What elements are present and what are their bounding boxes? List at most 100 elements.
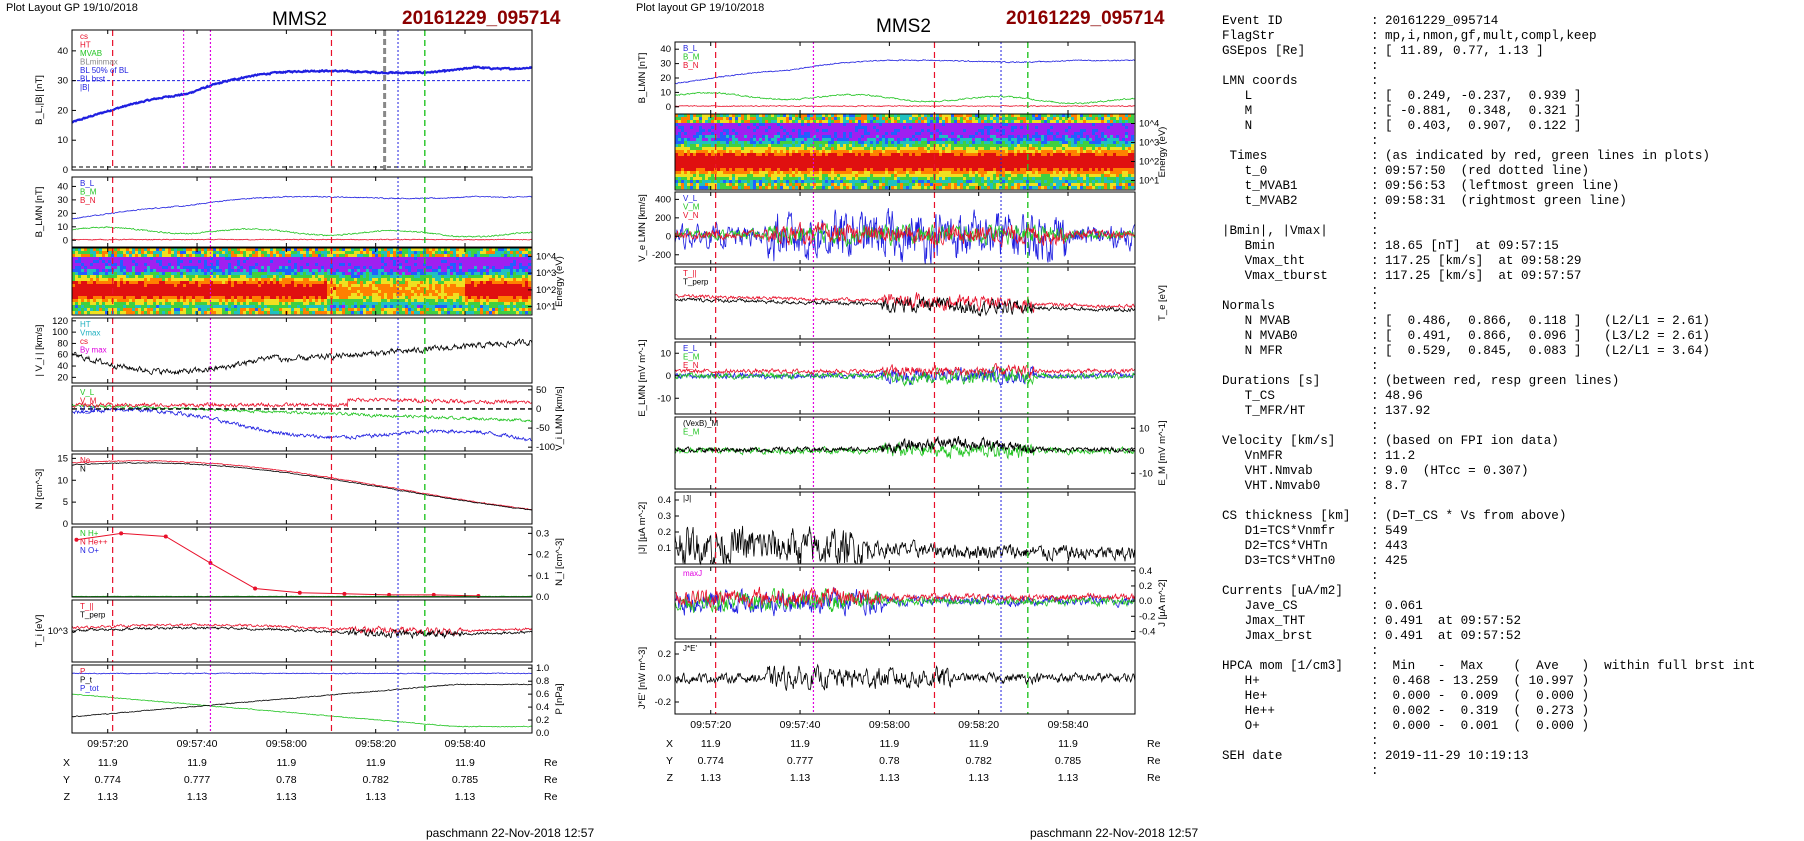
spectrogram-cell	[696, 162, 700, 166]
spectrogram-cell	[777, 156, 781, 160]
spectrogram-cell	[357, 299, 361, 303]
spectrogram-cell	[138, 311, 142, 315]
spectrogram-cell	[345, 311, 349, 315]
spectrogram-cell	[771, 117, 775, 121]
spectrogram-cell	[201, 290, 205, 294]
spectrogram-cell	[159, 299, 163, 303]
spectrogram-cell	[444, 284, 448, 288]
spectrogram-cell	[366, 278, 370, 282]
spectrogram-cell	[162, 278, 166, 282]
spectrogram-cell	[207, 254, 211, 258]
spectrogram-cell	[351, 263, 355, 267]
spectrogram-cell	[123, 311, 127, 315]
spectrogram-cell	[279, 254, 283, 258]
y-tick-label: 20	[57, 105, 68, 116]
spectrogram-cell	[87, 263, 91, 267]
spectrogram-cell	[771, 120, 775, 124]
spectrogram-cell	[438, 269, 442, 273]
spectrogram-cell	[780, 168, 784, 172]
spectrogram-cell	[399, 287, 403, 291]
spectrogram-cell	[681, 183, 685, 187]
spectrogram-cell	[744, 126, 748, 130]
spectrogram-cell	[357, 281, 361, 285]
spectrogram-cell	[711, 174, 715, 178]
spectrogram-cell	[783, 129, 787, 133]
spectrogram-cell	[171, 305, 175, 309]
spectrogram-cell	[300, 299, 304, 303]
spectrogram-cell	[675, 147, 679, 151]
spectrogram-cell	[507, 311, 511, 315]
spectrogram-cell	[717, 129, 721, 133]
spectrogram-cell	[798, 177, 802, 181]
spectrogram-cell	[462, 263, 466, 267]
spectrogram-cell	[120, 296, 124, 300]
spectrogram-cell	[252, 287, 256, 291]
spectrogram-cell	[189, 302, 193, 306]
spectrogram-cell	[681, 186, 685, 190]
spectrogram-cell	[720, 141, 724, 145]
spectrogram-cell	[411, 269, 415, 273]
spectrogram-cell	[345, 293, 349, 297]
spectrogram-cell	[744, 171, 748, 175]
spectrogram-cell	[432, 284, 436, 288]
spectrogram-cell	[261, 308, 265, 312]
spectrogram-cell	[108, 305, 112, 309]
spectrogram-cell	[438, 287, 442, 291]
spectrogram-cell	[471, 299, 475, 303]
spectrogram-cell	[732, 129, 736, 133]
spectrogram-cell	[159, 275, 163, 279]
spectrogram-cell	[135, 269, 139, 273]
spectrogram-cell	[813, 186, 817, 190]
spectrogram-cell	[195, 251, 199, 255]
spectrogram-cell	[411, 263, 415, 267]
spectrogram-cell	[690, 117, 694, 121]
spectrogram-cell	[444, 254, 448, 258]
spectrogram-cell	[78, 275, 82, 279]
spectrogram-cell	[315, 251, 319, 255]
spectrogram-cell	[693, 168, 697, 172]
spectrogram-cell	[246, 281, 250, 285]
spectrogram-cell	[300, 269, 304, 273]
spectrogram-cell	[138, 308, 142, 312]
spectrogram-cell	[825, 177, 829, 181]
spectrogram-cell	[429, 257, 433, 261]
spectrogram-cell	[717, 141, 721, 145]
spectrogram-cell	[810, 183, 814, 187]
spectrogram-cell	[519, 254, 523, 258]
spectrogram-cell	[243, 278, 247, 282]
spectrogram-cell	[414, 257, 418, 261]
spectrogram-cell	[729, 159, 733, 163]
spectrogram-cell	[504, 293, 508, 297]
spectrogram-cell	[495, 311, 499, 315]
spectrogram-cell	[390, 311, 394, 315]
spectrogram-cell	[255, 308, 259, 312]
spectrogram-cell	[264, 293, 268, 297]
spectrogram-cell	[402, 275, 406, 279]
right-footer: paschmann 22-Nov-2018 12:57	[1030, 826, 1199, 840]
y-tick-label: 10^3	[48, 626, 68, 637]
spectrogram-cell	[495, 248, 499, 252]
spectrogram-cell	[75, 278, 79, 282]
spectrogram-cell	[246, 305, 250, 309]
spectrogram-cell	[756, 135, 760, 139]
spectrogram-cell	[384, 296, 388, 300]
spectrogram-cell	[72, 311, 76, 315]
spectrogram-cell	[219, 293, 223, 297]
spectrogram-cell	[150, 266, 154, 270]
spectrogram-cell	[675, 183, 679, 187]
spectrogram-cell	[807, 114, 811, 118]
data-point	[297, 590, 302, 595]
spectrogram-cell	[75, 260, 79, 264]
spectrogram-cell	[801, 147, 805, 151]
spectrogram-cell	[309, 260, 313, 264]
spectrogram-cell	[255, 284, 259, 288]
spectrogram-cell	[162, 260, 166, 264]
spectrogram-cell	[402, 308, 406, 312]
spectrogram-cell	[738, 123, 742, 127]
spectrogram-cell	[348, 287, 352, 291]
spectrogram-cell	[309, 278, 313, 282]
spectrogram-cell	[294, 296, 298, 300]
spectrogram-cell	[447, 311, 451, 315]
spectrogram-cell	[276, 263, 280, 267]
spectrogram-cell	[810, 132, 814, 136]
